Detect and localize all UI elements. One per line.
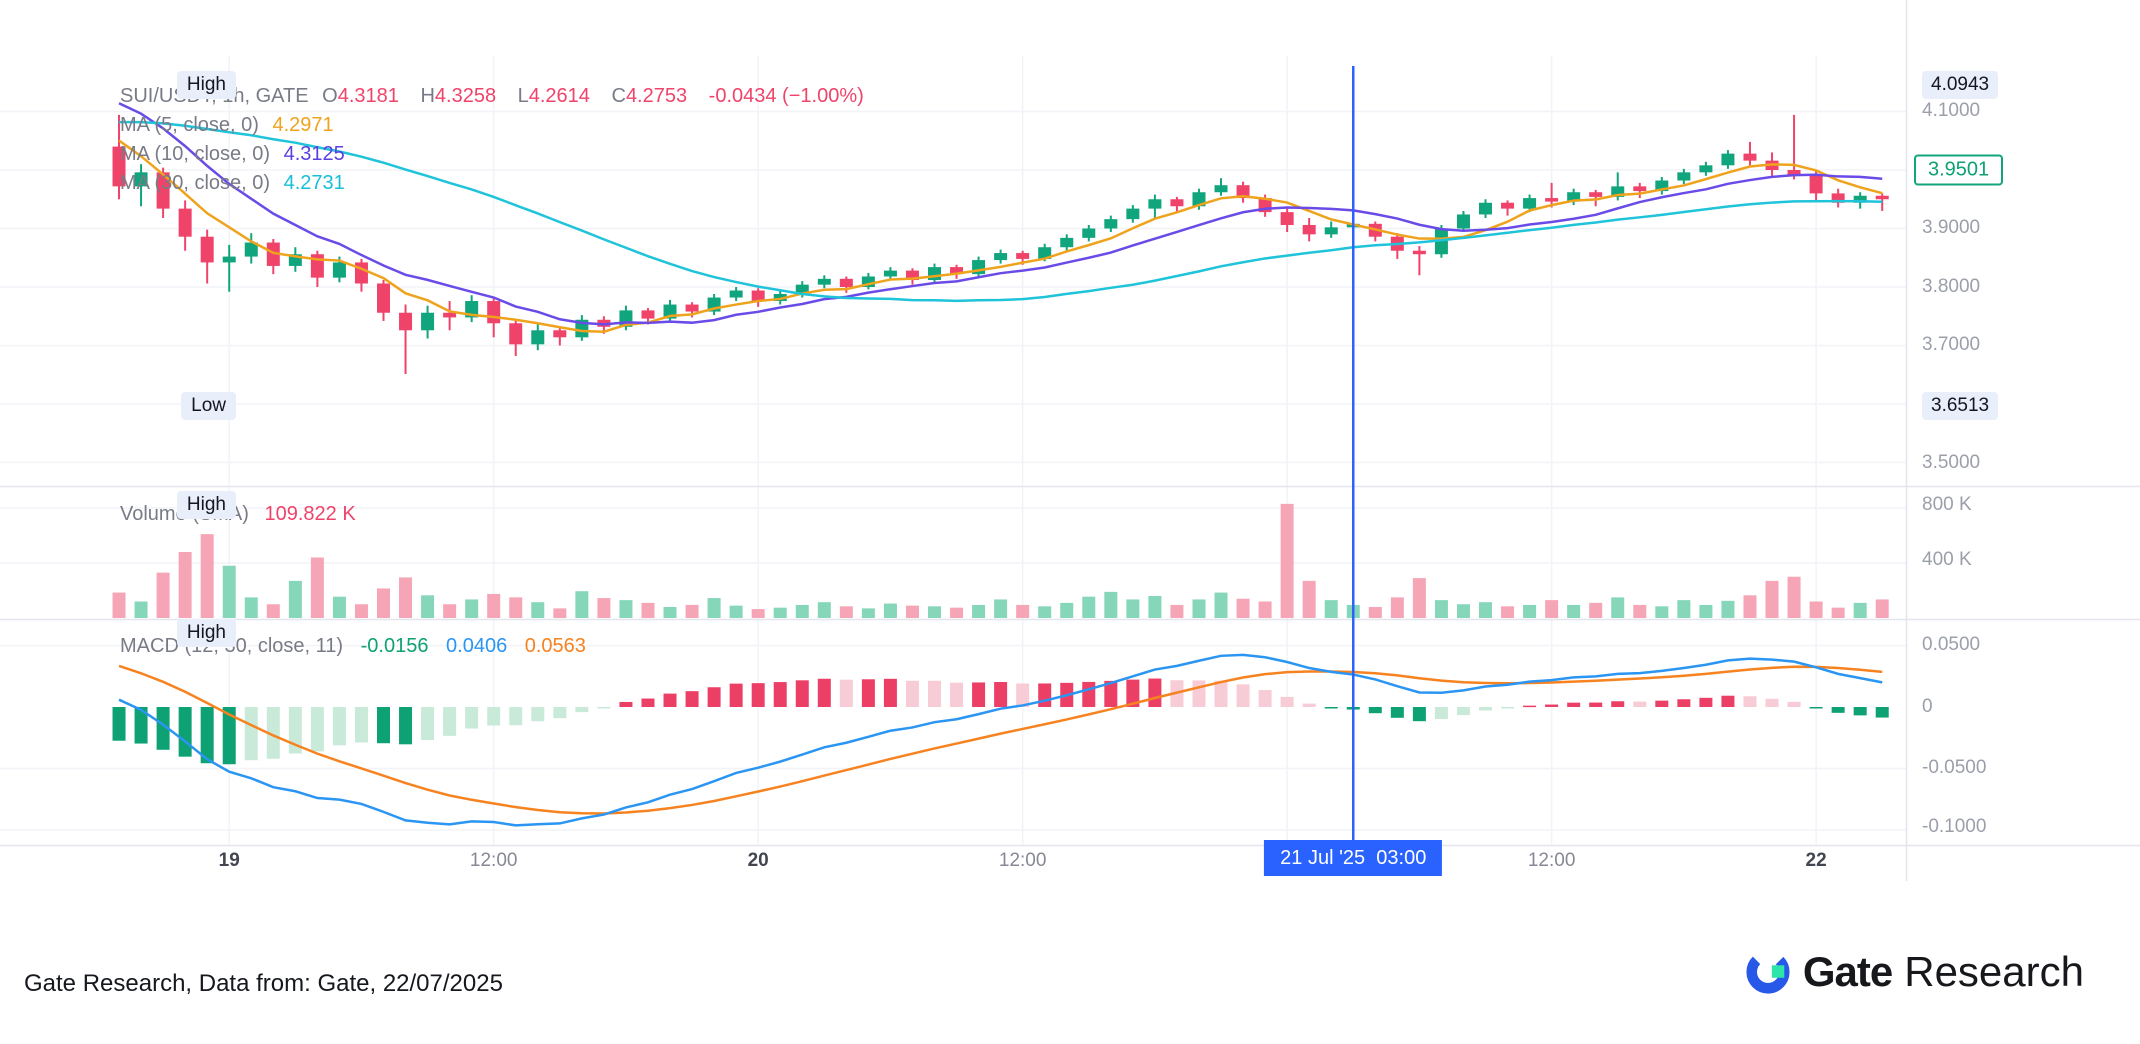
price-axis-tick: 3.9000 bbox=[1922, 217, 1981, 238]
open-value: O4.3181 bbox=[322, 85, 399, 107]
volume-label: Volume (SMA) bbox=[120, 503, 249, 525]
chart-area[interactable] bbox=[0, 0, 2140, 882]
time-axis-tick: 19 bbox=[218, 850, 240, 871]
volume-legend: Volume (SMA) 109.822 K bbox=[120, 503, 356, 526]
macd-axis-tick: -0.1000 bbox=[1922, 816, 1987, 837]
price-axis-tick: 3.5000 bbox=[1922, 452, 1981, 473]
symbol-ohlc-row: SUI/USDT, 1h, GATE O4.3181 H4.3258 L4.26… bbox=[120, 82, 872, 111]
time-axis-tick: 12:00 bbox=[998, 850, 1047, 871]
change-value: -0.0434 (−1.00%) bbox=[708, 85, 864, 107]
macd-axis-tick: 0 bbox=[1922, 696, 1933, 717]
price-axis-tick: 4.1000 bbox=[1922, 100, 1981, 121]
chart-canvas bbox=[0, 0, 2140, 881]
time-axis-tick: 12:00 bbox=[1527, 850, 1576, 871]
symbol-legend: SUI/USDT, 1h, GATE O4.3181 H4.3258 L4.26… bbox=[120, 82, 872, 198]
macd-signal-value: 0.0563 bbox=[524, 635, 586, 657]
ma10-value: 4.3125 bbox=[283, 143, 345, 165]
ma30-legend-row: MA (30, close, 0) 4.2731 bbox=[120, 169, 872, 198]
ma5-value: 4.2971 bbox=[272, 114, 334, 136]
symbol-title: SUI/USDT, 1h, GATE bbox=[120, 85, 309, 107]
ma30-value: 4.2731 bbox=[283, 172, 345, 194]
price-axis[interactable]: 4.1000 3.9000 3.8000 3.7000 3.5000 800 K… bbox=[1906, 0, 2140, 882]
gate-research-logo: Gate Research bbox=[1745, 948, 2084, 996]
data-source-note: Gate Research, Data from: Gate, 22/07/20… bbox=[24, 970, 503, 997]
crosshair-time-badge: 21 Jul '25 03:00 bbox=[1264, 840, 1443, 876]
macd-axis-tick: 0.0500 bbox=[1922, 634, 1981, 655]
logo-brand-text: Gate bbox=[1802, 948, 1893, 995]
macd-line-value: 0.0406 bbox=[446, 635, 508, 657]
price-axis-tick: 3.7000 bbox=[1922, 334, 1981, 355]
volume-value: 109.822 K bbox=[264, 503, 356, 525]
logo-suffix-text: Research bbox=[1904, 948, 2084, 995]
macd-label: MACD (12, 30, close, 11) bbox=[120, 635, 344, 657]
ma5-legend-row: MA (5, close, 0) 4.2971 bbox=[120, 111, 872, 140]
volume-axis-tick: 400 K bbox=[1922, 549, 1972, 570]
price-axis-tick: 3.8000 bbox=[1922, 276, 1981, 297]
low-value: L4.2614 bbox=[517, 85, 590, 107]
macd-axis-tick: -0.0500 bbox=[1922, 757, 1987, 778]
time-axis-tick: 22 bbox=[1805, 850, 1827, 871]
gate-logo-icon bbox=[1746, 950, 1790, 994]
close-value: C4.2753 bbox=[611, 85, 688, 107]
ma30-label: MA (30, close, 0) bbox=[120, 172, 271, 194]
volume-axis-tick: 800 K bbox=[1922, 494, 1972, 515]
macd-hist-value: -0.0156 bbox=[360, 635, 429, 657]
macd-legend: MACD (12, 30, close, 11) -0.0156 0.0406 … bbox=[120, 635, 586, 658]
ma10-label: MA (10, close, 0) bbox=[120, 143, 271, 165]
ma10-legend-row: MA (10, close, 0) 4.3125 bbox=[120, 140, 872, 169]
time-axis-tick: 12:00 bbox=[469, 850, 518, 871]
ma5-label: MA (5, close, 0) bbox=[120, 114, 259, 136]
time-axis-tick: 20 bbox=[747, 850, 769, 871]
high-value: H4.3258 bbox=[420, 85, 497, 107]
